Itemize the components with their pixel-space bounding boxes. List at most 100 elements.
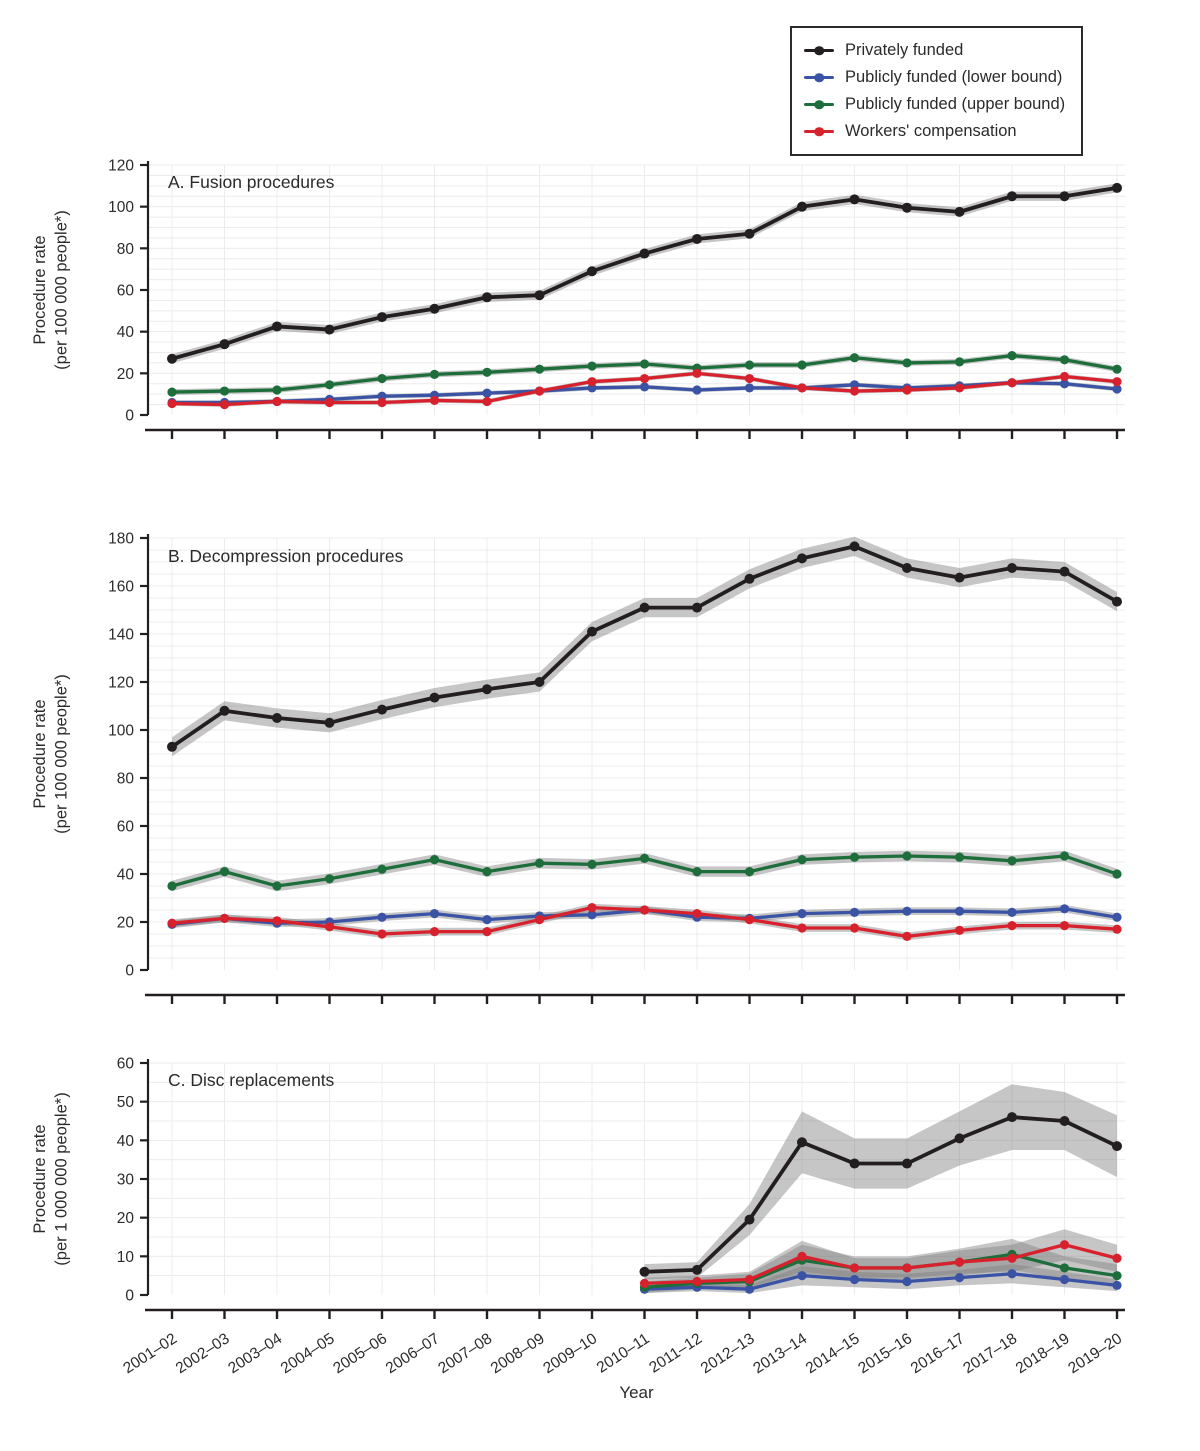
data-point — [849, 541, 860, 552]
data-point — [167, 741, 177, 752]
y-axis: 0 20 40 60 80 100 120 140 160 180 — [108, 531, 150, 980]
data-point — [587, 361, 597, 371]
y-axis-title: Procedure rate (per 1 000 000 people*) — [31, 1092, 71, 1265]
data-point — [272, 881, 282, 891]
data-point — [797, 923, 807, 933]
data-point — [797, 383, 807, 393]
data-point — [954, 852, 965, 862]
data-point — [744, 867, 755, 877]
y-tick-label: 0 — [125, 963, 134, 980]
data-point — [692, 385, 702, 395]
data-point — [534, 915, 545, 925]
data-point — [324, 717, 335, 728]
data-point — [167, 353, 177, 364]
data-point — [1007, 563, 1017, 573]
y-tick-label: 120 — [108, 675, 134, 692]
data-point — [1059, 371, 1070, 382]
x-tick-label: 2005–06 — [330, 1330, 390, 1377]
y-axis-title: Procedure rate (per 100 000 people*) — [31, 674, 71, 834]
data-point — [482, 915, 492, 925]
data-point — [272, 385, 282, 395]
x-axis — [145, 993, 1125, 1004]
data-point — [482, 367, 492, 377]
x-tick-label: 2007–08 — [435, 1330, 495, 1377]
legend-label: Privately funded — [845, 41, 964, 59]
y-tick-label: 0 — [125, 408, 134, 425]
data-point — [429, 369, 440, 379]
data-point — [797, 1137, 807, 1148]
data-point — [902, 931, 912, 942]
data-point — [639, 1266, 650, 1277]
data-point — [482, 396, 492, 407]
legend-line-dot-marker — [804, 126, 834, 137]
x-tick-label: 2004–05 — [278, 1330, 338, 1377]
data-point — [639, 905, 650, 915]
data-point — [167, 398, 177, 409]
x-tick-label: 2002–03 — [173, 1330, 233, 1377]
data-point — [534, 858, 545, 868]
y-tick-label: 0 — [125, 1288, 134, 1305]
y-tick-label: 20 — [117, 915, 135, 932]
data-point — [744, 373, 755, 384]
x-tick-label: 2018–19 — [1013, 1330, 1073, 1377]
data-point — [954, 1257, 965, 1267]
data-point — [1059, 1274, 1070, 1285]
data-point — [1059, 1116, 1070, 1126]
data-point — [219, 867, 230, 877]
data-point — [167, 387, 177, 397]
data-point — [1112, 1280, 1122, 1290]
ci-band-privately-funded — [644, 1084, 1117, 1280]
data-point — [482, 292, 492, 303]
y-tick-label: 60 — [117, 819, 135, 836]
data-point — [692, 368, 702, 378]
data-point — [1059, 566, 1070, 577]
x-tick-label: 2015–16 — [855, 1330, 915, 1377]
series-publicly-funded-upper-bound — [167, 351, 1122, 397]
data-point — [324, 380, 335, 390]
series-workers-compensation — [639, 1240, 1122, 1288]
data-point — [639, 359, 650, 369]
data-point — [429, 927, 440, 937]
data-point — [587, 266, 597, 277]
data-point — [429, 303, 440, 314]
data-point — [377, 397, 387, 408]
legend-line-dot-marker — [804, 99, 834, 110]
data-point — [1059, 921, 1070, 931]
series-workers-compensation — [167, 368, 1122, 410]
data-point — [849, 907, 860, 918]
data-point — [797, 360, 807, 370]
series-privately-funded — [639, 1112, 1122, 1277]
y-tick-label: 120 — [108, 158, 134, 175]
data-point — [587, 910, 597, 920]
data-point — [744, 1214, 755, 1225]
data-point — [797, 553, 807, 564]
data-point — [849, 1158, 860, 1169]
data-point — [1112, 869, 1122, 879]
data-point — [902, 1158, 912, 1169]
data-point — [324, 397, 335, 408]
y-tick-label: 80 — [117, 241, 135, 258]
data-point — [482, 684, 492, 695]
data-point — [849, 1263, 860, 1273]
y-tick-label: 20 — [117, 366, 135, 383]
y-tick-label: 60 — [117, 1056, 135, 1073]
data-point — [744, 1274, 755, 1285]
data-point — [1059, 851, 1070, 861]
data-point — [534, 386, 545, 396]
y-tick-label: 180 — [108, 531, 134, 548]
y-tick-label: 140 — [108, 627, 134, 644]
legend-item-workers-compensation: Workers' compensation — [804, 118, 1065, 145]
data-point — [1112, 377, 1122, 387]
data-point — [744, 573, 755, 584]
data-point — [377, 864, 387, 874]
y-tick-label: 100 — [108, 723, 134, 740]
data-point — [744, 915, 755, 925]
data-point — [1007, 191, 1017, 202]
data-point — [1059, 1240, 1070, 1250]
ci-band-publicly-funded-upper-bound — [644, 1238, 1117, 1294]
data-point — [639, 1278, 650, 1288]
x-tick-label: 2012–13 — [698, 1330, 758, 1377]
series-line-publicly-funded-lower-bound — [642, 1272, 1119, 1291]
